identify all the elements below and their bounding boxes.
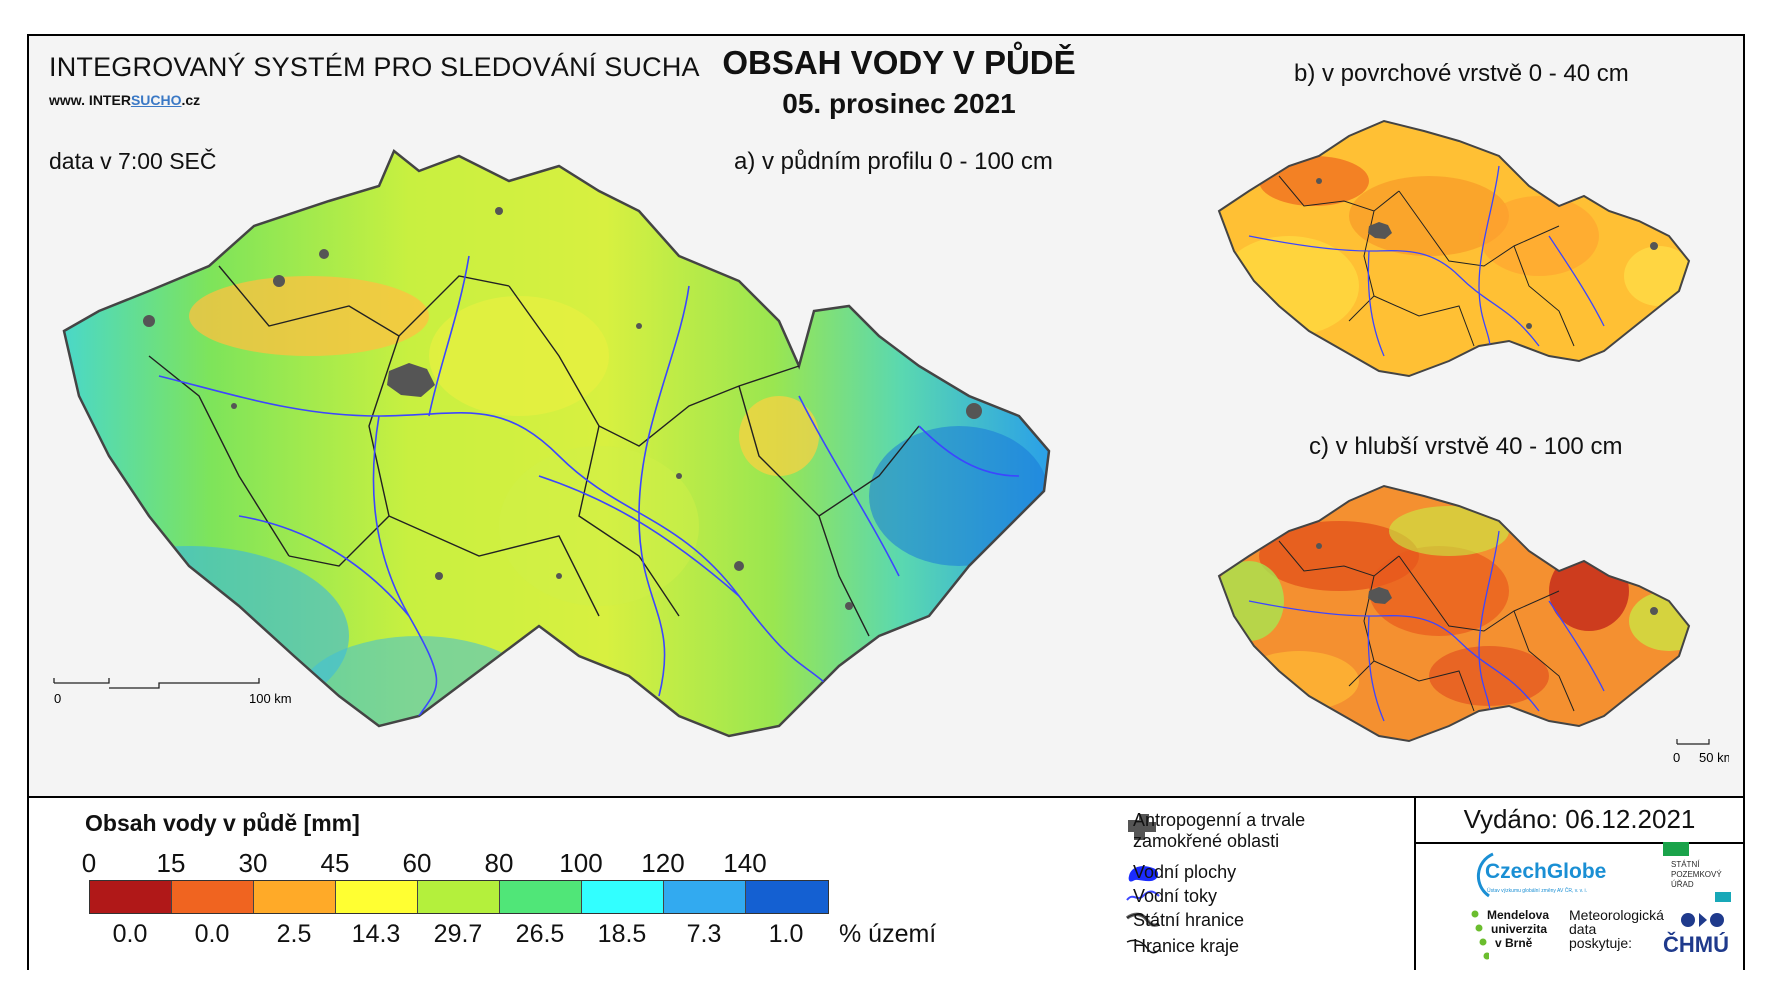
map-a-scale-start: 0 bbox=[54, 691, 61, 706]
key-state-border-label: Státní hranice bbox=[1133, 910, 1245, 930]
legend-threshold-label: 45 bbox=[320, 848, 350, 878]
main-date: 05. prosinec 2021 bbox=[782, 88, 1016, 119]
legend-color-cell bbox=[172, 881, 254, 913]
legend-percent-value: 0.0 bbox=[112, 920, 148, 948]
mendelu-logo[interactable]: Mendelova univerzita v Brně bbox=[1469, 908, 1559, 966]
water-body-icon bbox=[1128, 866, 1159, 882]
chmu-line2: data bbox=[1569, 921, 1597, 937]
chmu-line1: Meteorologická bbox=[1569, 907, 1664, 923]
mendelu-dots-icon bbox=[1471, 910, 1489, 960]
legend-threshold-label: 120 bbox=[641, 848, 685, 878]
map-a-scale-end: 100 km bbox=[249, 691, 292, 706]
mendelu-line2: univerzita bbox=[1491, 922, 1548, 936]
legend-color-cell bbox=[418, 881, 500, 913]
map-c-deep-40-100: 0 50 km bbox=[1217, 484, 1729, 765]
website-highlight: SUCHO bbox=[130, 92, 182, 108]
spu-logo[interactable]: STÁTNÍ POZEMKOVÝ ÚŘAD bbox=[1657, 842, 1737, 902]
urban-area-icon bbox=[1128, 814, 1156, 840]
key-region-border-label: Hranice kraje bbox=[1133, 936, 1240, 956]
legend-threshold-label: 100 bbox=[559, 848, 603, 878]
legend-color-cell bbox=[746, 881, 828, 913]
issued-date: Vydáno: 06.12.2021 bbox=[1463, 804, 1696, 834]
map-c-title: c) v hlubší vrstvě 40 - 100 cm bbox=[1309, 433, 1623, 460]
czechglobe-logo[interactable]: CzechGlobe Ústav výzkumu globální změny … bbox=[1471, 846, 1621, 904]
website-prefix: www. INTER bbox=[49, 92, 131, 108]
legend-color-cell bbox=[582, 881, 664, 913]
legend-panel: Obsah vody v půdě [mm] 0 15 30 45 60 80 100 120… bbox=[29, 796, 1743, 970]
website-suffix: .cz bbox=[181, 92, 201, 108]
chmu-logo[interactable]: Meteorologická data poskytuje: ČHMÚ bbox=[1569, 908, 1741, 966]
key-rivers-label: Vodní toky bbox=[1133, 886, 1218, 906]
map-c-scale-start: 0 bbox=[1673, 750, 1680, 765]
issued-box: Vydáno: 06.12.2021 bbox=[1416, 798, 1743, 844]
spu-line1: STÁTNÍ bbox=[1671, 860, 1700, 869]
main-title: OBSAH VODY V PŮDĚ bbox=[722, 44, 1076, 81]
legend-title: Obsah vody v půdě [mm] bbox=[85, 810, 360, 836]
map-b-surface-0-40 bbox=[1217, 119, 1691, 378]
legend-color-cell bbox=[336, 881, 418, 913]
legend-color-cell bbox=[90, 881, 172, 913]
legend-threshold-label: 60 bbox=[402, 848, 432, 878]
spu-line3: ÚŘAD bbox=[1671, 880, 1694, 889]
system-title: INTEGROVANÝ SYSTÉM PRO SLEDOVÁNÍ SUCHA bbox=[49, 52, 700, 82]
chmu-symbol-icon bbox=[1681, 913, 1724, 927]
legend-threshold-label: 0 bbox=[81, 848, 97, 878]
key-water-bodies-label: Vodní plochy bbox=[1133, 862, 1237, 882]
region-border-icon bbox=[1126, 939, 1160, 954]
chmu-name: ČHMÚ bbox=[1663, 932, 1729, 957]
map-c-scale-end: 50 km bbox=[1699, 750, 1729, 765]
legend-color-bar bbox=[89, 880, 829, 914]
legend-percent-value: 29.7 bbox=[433, 920, 483, 948]
mendelu-line1: Mendelova bbox=[1487, 908, 1550, 922]
chmu-line3: poskytuje: bbox=[1569, 935, 1633, 951]
river-icon bbox=[1126, 890, 1160, 901]
legend-percent-value: 2.5 bbox=[276, 920, 312, 948]
legend-threshold-label: 15 bbox=[156, 848, 186, 878]
key-urban-label: Antropogenní a trvale zamokřené oblasti bbox=[1133, 810, 1306, 851]
legend-color-cell bbox=[664, 881, 746, 913]
map-a-title: a) v půdním profilu 0 - 100 cm bbox=[734, 148, 1053, 175]
map-frame: INTEGROVANÝ SYSTÉM PRO SLEDOVÁNÍ SUCHA w… bbox=[27, 34, 1745, 970]
mendelu-line3: v Brně bbox=[1495, 936, 1533, 950]
czechglobe-name: CzechGlobe bbox=[1485, 860, 1607, 883]
legend-threshold-label: 80 bbox=[484, 848, 514, 878]
legend-percent-value: 7.3 bbox=[686, 920, 722, 948]
map-a-scale-bar bbox=[53, 678, 260, 689]
legend-percent-value: 1.0 bbox=[768, 920, 804, 948]
legend-color-cell bbox=[254, 881, 336, 913]
website-link[interactable]: www. INTERSUCHO.cz bbox=[49, 92, 200, 108]
map-a-profile-0-100: 0 100 km bbox=[53, 148, 1051, 738]
spu-cyan-mark bbox=[1715, 892, 1731, 902]
czechglobe-arc-icon bbox=[1476, 852, 1494, 898]
state-border-icon bbox=[1125, 912, 1160, 927]
legend-color-cell bbox=[500, 881, 582, 913]
legend-threshold-label: 30 bbox=[238, 848, 268, 878]
legend-percent-value: 14.3 bbox=[351, 920, 401, 948]
legend-percent-value: 26.5 bbox=[515, 920, 565, 948]
czechglobe-sub: Ústav výzkumu globální změny AV ČR, v. v… bbox=[1487, 888, 1588, 894]
legend-divider bbox=[1414, 798, 1416, 970]
legend-percent-value: 18.5 bbox=[597, 920, 647, 948]
map-b-title: b) v povrchové vrstvě 0 - 40 cm bbox=[1294, 60, 1629, 87]
map-c-scale-bar bbox=[1676, 739, 1710, 745]
data-time: data v 7:00 SEČ bbox=[49, 148, 217, 174]
legend-percent-unit: % území bbox=[839, 920, 937, 948]
legend-threshold-label: 140 bbox=[723, 848, 767, 878]
spu-line2: POZEMKOVÝ bbox=[1671, 870, 1722, 879]
spu-green-mark bbox=[1663, 842, 1689, 856]
legend-percent-value: 0.0 bbox=[194, 920, 230, 948]
